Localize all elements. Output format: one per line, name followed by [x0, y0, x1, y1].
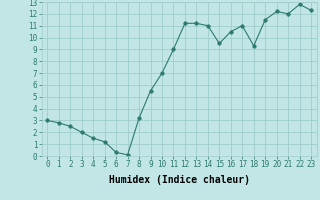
- X-axis label: Humidex (Indice chaleur): Humidex (Indice chaleur): [109, 175, 250, 185]
